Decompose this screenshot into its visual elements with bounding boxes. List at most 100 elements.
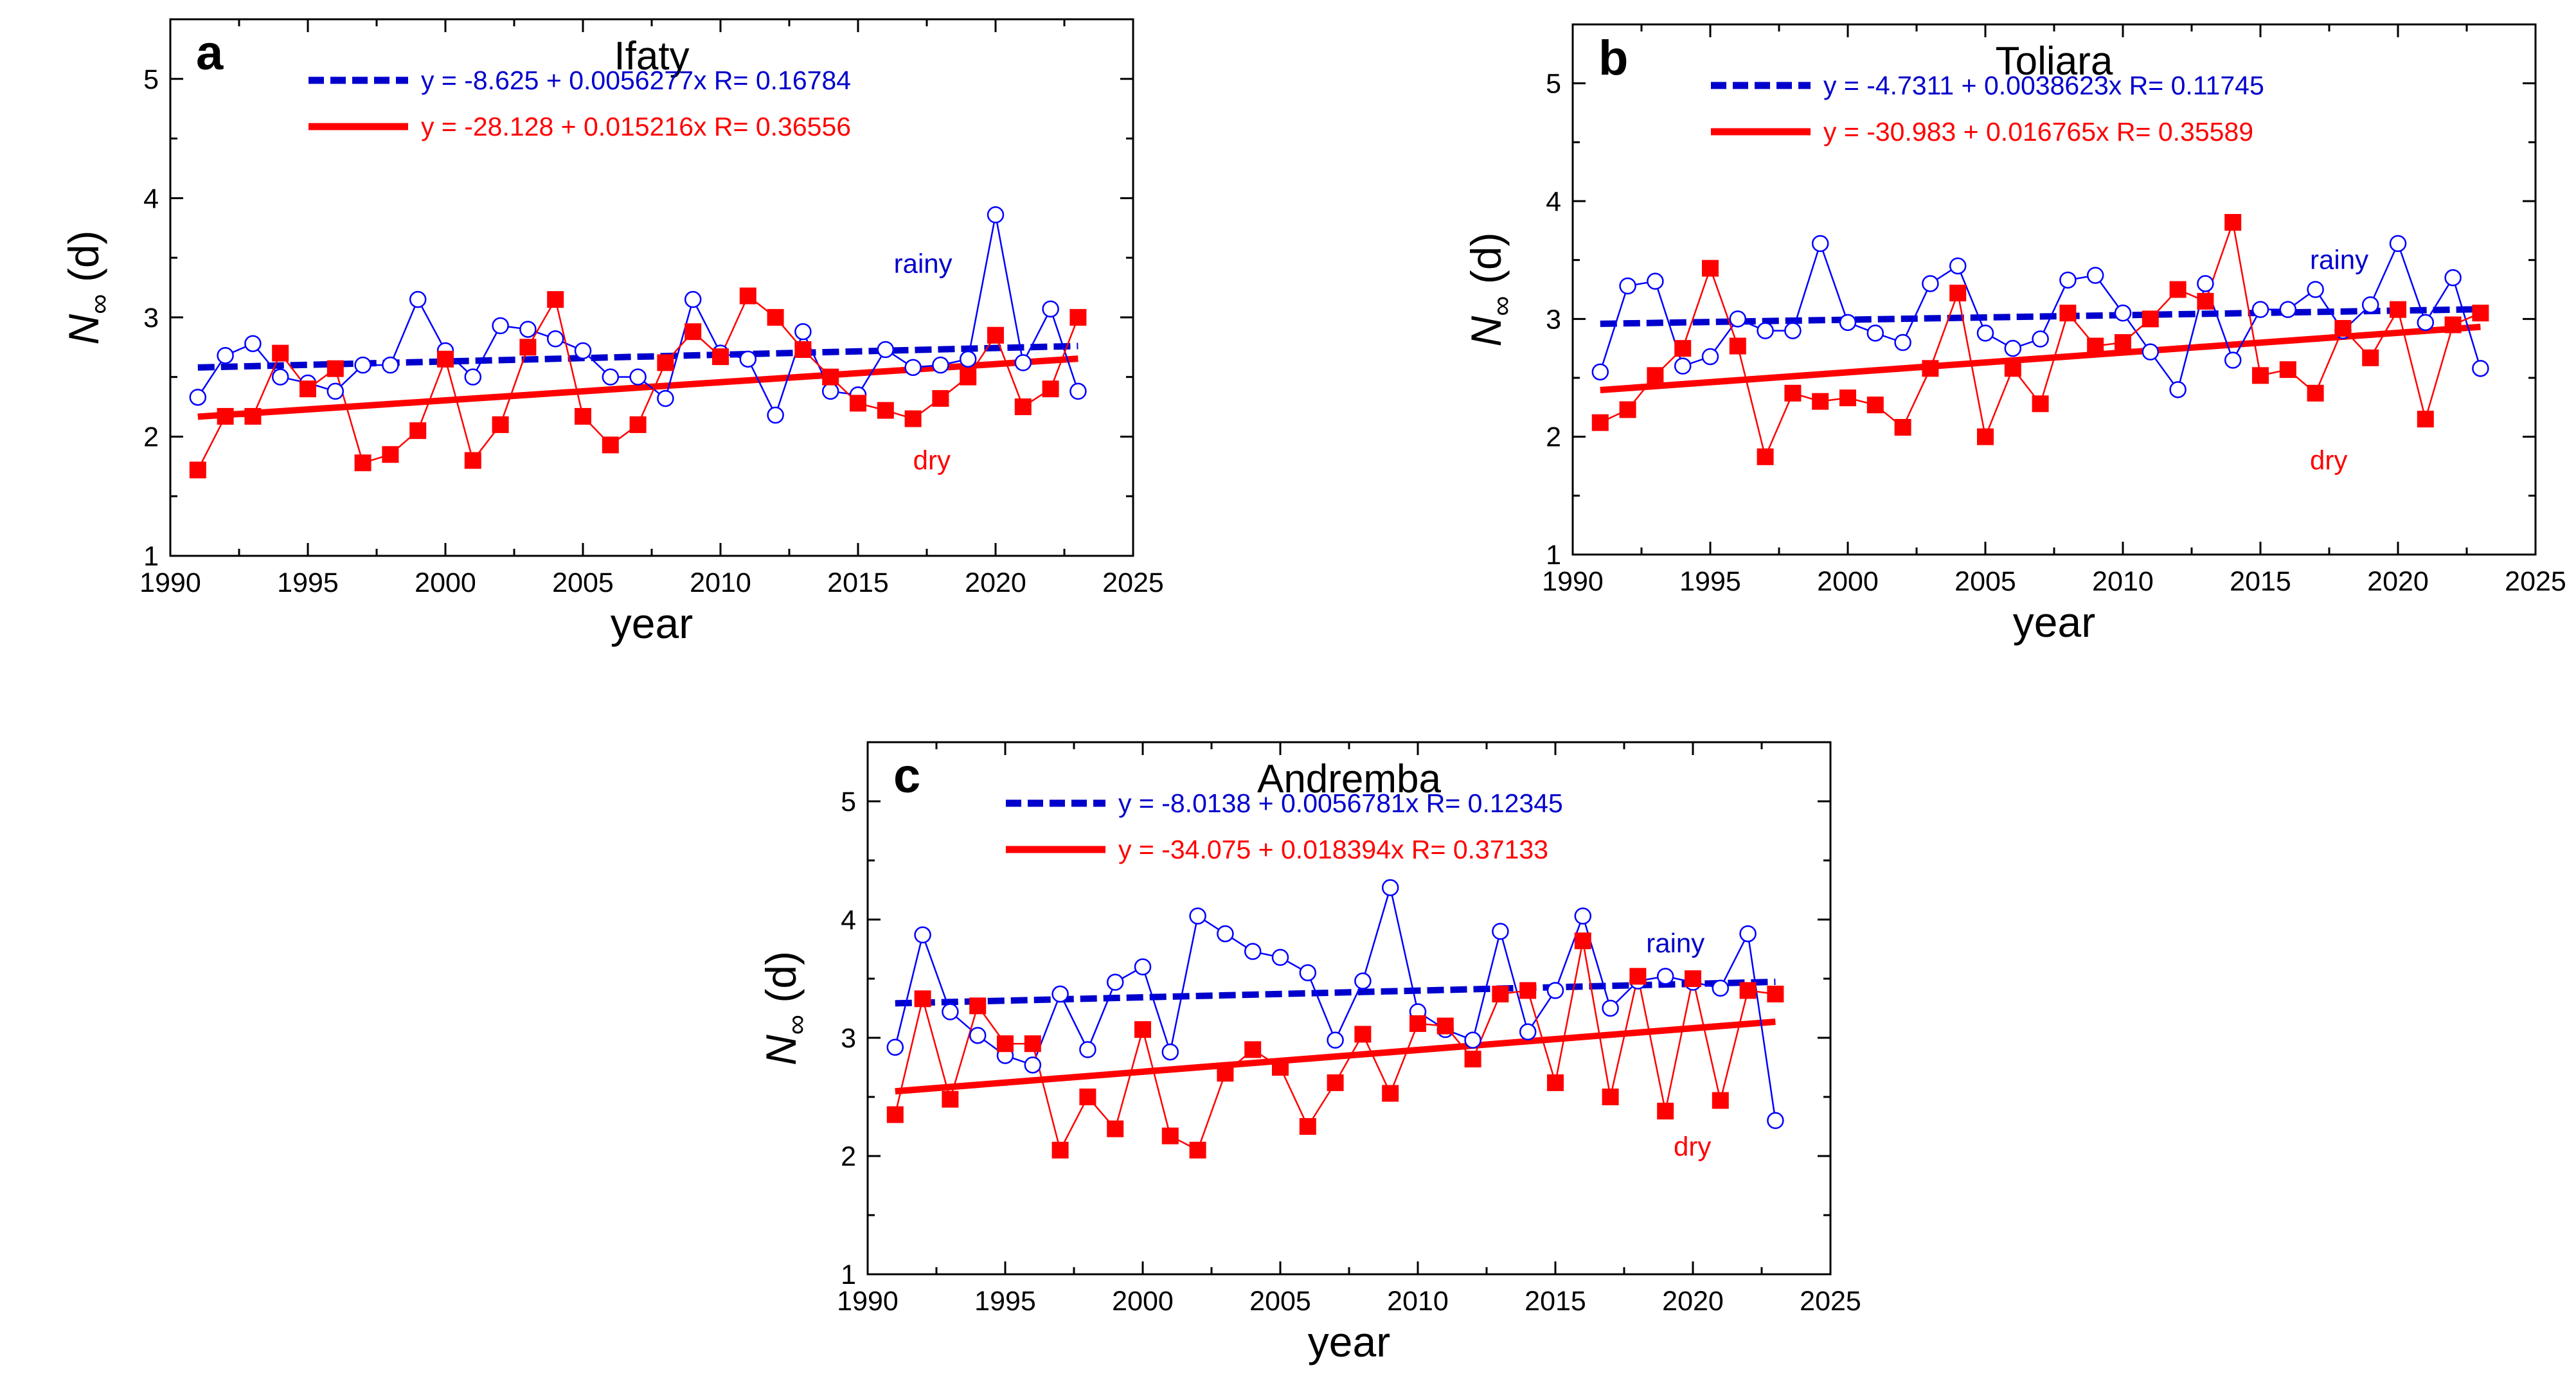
- point-dry: [547, 291, 564, 308]
- point-dry: [354, 454, 371, 472]
- point-dry: [382, 446, 399, 463]
- y-tick-label: 3: [1546, 304, 1561, 335]
- point-dry: [969, 997, 987, 1015]
- annotation-dry: dry: [2310, 445, 2347, 475]
- point-dry: [739, 287, 756, 305]
- point-rainy: [657, 389, 674, 407]
- fit-line-rainy: [895, 978, 1776, 1007]
- point-rainy: [217, 347, 234, 364]
- y-tick-label: 1: [841, 1259, 856, 1290]
- point-rainy: [244, 335, 262, 352]
- point-rainy: [1492, 923, 1509, 940]
- point-dry: [822, 368, 839, 386]
- point-rainy: [1739, 925, 1757, 943]
- point-rainy: [821, 382, 839, 400]
- point-dry: [997, 1035, 1014, 1053]
- point-rainy: [987, 206, 1005, 224]
- y-tick-label: 2: [1546, 422, 1561, 453]
- point-rainy: [1949, 257, 1967, 275]
- point-dry: [1547, 1074, 1564, 1091]
- x-tick-label: 2020: [1662, 1286, 1724, 1317]
- point-rainy: [1712, 979, 1730, 997]
- point-dry: [2142, 310, 2159, 328]
- point-dry: [1894, 419, 1911, 436]
- annotation-rainy: rainy: [894, 248, 953, 278]
- fit-equation-dry: y = -34.075 + 0.018394x R= 0.37133: [1118, 835, 1548, 864]
- point-dry: [2279, 361, 2296, 378]
- point-rainy: [1647, 272, 1664, 290]
- point-rainy: [1701, 348, 1719, 366]
- point-dry: [464, 452, 481, 469]
- point-dry: [850, 395, 866, 412]
- point-rainy: [1051, 985, 1069, 1003]
- point-dry: [1739, 982, 1757, 999]
- y-tick-label: 2: [143, 422, 159, 452]
- y-tick-label: 4: [143, 183, 159, 214]
- fit-equation-rainy: y = -4.7311 + 0.0038623x R= 0.11745: [1823, 71, 2264, 100]
- y-tick-label: 1: [1546, 540, 1561, 571]
- point-rainy: [1546, 982, 1564, 999]
- point-dry: [2224, 214, 2242, 231]
- point-dry: [1866, 396, 1884, 414]
- x-tick-label: 2025: [1102, 567, 1164, 598]
- point-dry: [1784, 384, 1802, 402]
- point-rainy: [684, 290, 702, 308]
- point-dry: [2032, 395, 2049, 413]
- point-dry: [1217, 1065, 1234, 1082]
- point-dry: [767, 308, 784, 326]
- y-tick-label: 1: [143, 541, 159, 572]
- point-rainy: [574, 342, 592, 360]
- x-tick-label: 2015: [1525, 1286, 1586, 1317]
- point-dry: [914, 990, 931, 1008]
- point-rainy: [2417, 314, 2435, 332]
- point-dry: [1069, 308, 1087, 326]
- point-rainy: [1839, 314, 1857, 332]
- point-rainy: [1189, 907, 1206, 925]
- point-dry: [1492, 985, 1509, 1002]
- point-rainy: [629, 368, 647, 386]
- point-dry: [904, 410, 922, 427]
- x-tick-label: 1995: [277, 567, 339, 598]
- y-tick-label: 3: [143, 303, 159, 334]
- point-rainy: [1014, 354, 1032, 371]
- point-dry: [1107, 1120, 1124, 1137]
- x-tick-label: 2020: [965, 567, 1026, 598]
- panel-label: c: [893, 749, 920, 803]
- point-dry: [1299, 1118, 1316, 1135]
- annotation-dry: dry: [1674, 1131, 1711, 1161]
- x-tick-label: 2000: [1817, 566, 1879, 597]
- point-dry: [300, 380, 316, 398]
- point-dry: [2334, 320, 2352, 337]
- point-rainy: [2389, 235, 2407, 253]
- x-tick-label: 2010: [690, 567, 751, 598]
- point-rainy: [2004, 339, 2022, 357]
- point-dry: [987, 326, 1004, 344]
- y-axis-label: N∞ (d): [757, 951, 812, 1065]
- point-rainy: [1381, 879, 1399, 896]
- point-dry: [2444, 316, 2462, 334]
- plot-frame: [169, 18, 1134, 557]
- y-axis-label-unit: (d): [757, 951, 805, 1015]
- panel-b: 1990 1995 2000 2005 2010 2015 2020 2025 1 2 3 4 5 yea…: [1462, 23, 2566, 646]
- point-rainy: [1674, 357, 1692, 375]
- x-tick-label: 2010: [1387, 1286, 1449, 1317]
- point-rainy: [2444, 269, 2462, 287]
- fit-equation-dry: y = -28.128 + 0.015216x R= 0.36556: [421, 112, 851, 141]
- panel-label: a: [196, 26, 224, 80]
- point-dry: [657, 354, 674, 371]
- y-axis-label-unit: (d): [1462, 232, 1510, 296]
- fit-equation-dry: y = -30.983 + 0.016765x R= 0.35589: [1823, 117, 2253, 147]
- point-dry: [244, 407, 262, 425]
- point-dry: [1712, 1092, 1729, 1109]
- point-rainy: [602, 368, 620, 386]
- fit-equation-rainy: y = -8.625 + 0.0056277x R= 0.16784: [421, 66, 851, 95]
- y-tick-label: 3: [841, 1023, 856, 1054]
- point-rainy: [1574, 907, 1592, 925]
- point-rainy: [271, 368, 289, 386]
- x-tick-label: 2025: [1800, 1286, 1861, 1317]
- y-tick-label: 5: [841, 787, 856, 817]
- x-tick-label: 2005: [1954, 566, 2016, 597]
- x-tick-label: 1990: [139, 567, 201, 598]
- y-tick-label: 5: [1546, 69, 1561, 100]
- point-rainy: [1811, 235, 1829, 253]
